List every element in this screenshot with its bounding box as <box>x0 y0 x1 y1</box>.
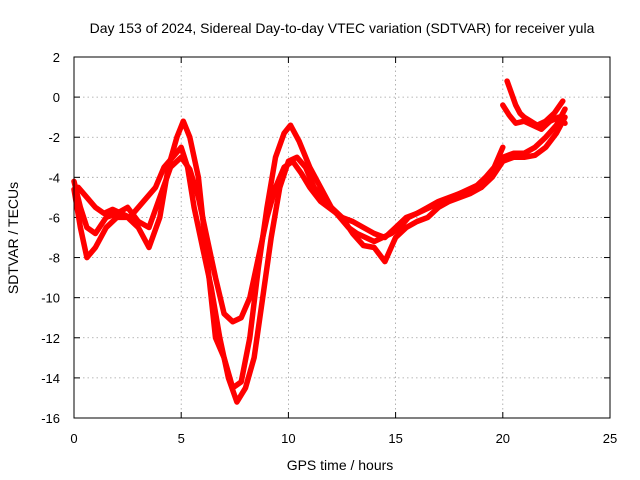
series-track-5 <box>500 102 568 132</box>
y-tick-label: -12 <box>41 331 60 346</box>
x-axis-label: GPS time / hours <box>287 457 394 473</box>
x-tick-label: 15 <box>388 431 402 446</box>
plot-frame <box>73 56 611 419</box>
y-tick-label: -6 <box>48 210 60 225</box>
x-tick-label: 10 <box>281 431 295 446</box>
y-tick-label: 0 <box>53 90 60 105</box>
chart-title: Day 153 of 2024, Sidereal Day-to-day VTE… <box>90 20 595 36</box>
series-track-4 <box>504 78 566 128</box>
y-tick-label: -10 <box>41 291 60 306</box>
x-tick-label: 5 <box>178 431 185 446</box>
x-tick-label: 25 <box>603 431 617 446</box>
y-axis-label: SDTVAR / TECUs <box>5 182 21 294</box>
y-tick-label: -8 <box>48 251 60 266</box>
x-tick-label: 20 <box>496 431 510 446</box>
series-track-1 <box>71 114 568 325</box>
series-track-2 <box>71 106 568 391</box>
y-tick-label: -14 <box>41 371 60 386</box>
series-track-3 <box>75 144 506 405</box>
data-series <box>71 78 568 405</box>
x-tick-label: 0 <box>70 431 77 446</box>
y-tick-label: -16 <box>41 411 60 426</box>
y-tick-label: 2 <box>53 50 60 65</box>
y-tick-label: -2 <box>48 130 60 145</box>
y-tick-label: -4 <box>48 170 60 185</box>
